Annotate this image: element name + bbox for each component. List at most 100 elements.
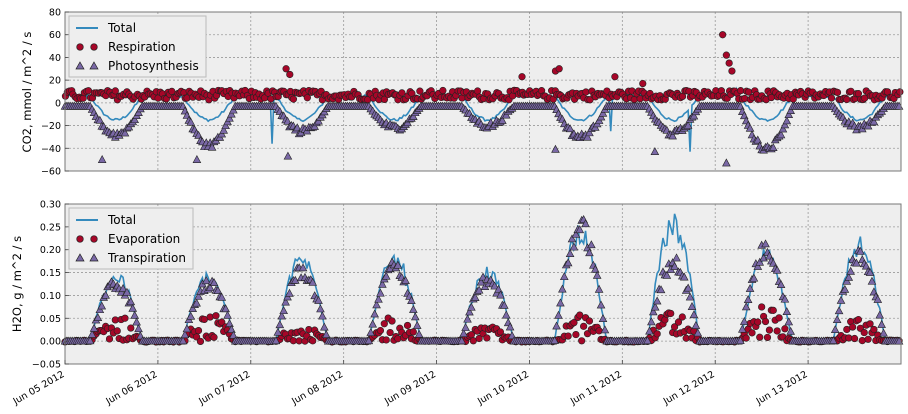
h2o-transpiration-point	[753, 261, 763, 270]
h2o-legend-transpiration-marker-1	[75, 253, 85, 262]
h2o-evaporation-point	[775, 314, 783, 322]
h2o-evaporation-point	[860, 328, 868, 337]
h2o-transpiration-point	[457, 336, 467, 345]
h2o-transpiration-point	[650, 302, 660, 311]
h2o-transpiration-point	[201, 276, 211, 285]
h2o-transpiration-point	[571, 229, 581, 238]
h2o-transpiration-point	[364, 336, 374, 345]
h2o-transpiration-point	[834, 306, 844, 315]
h2o-evaporation-point	[376, 326, 385, 335]
h2o-transpiration-point	[738, 324, 747, 333]
h2o-transpiration-point	[178, 336, 188, 345]
h2o-transpiration-point	[687, 302, 697, 310]
co2-photosynthesis-point	[97, 155, 107, 163]
h2o-evaporation-point	[196, 337, 205, 346]
co2-series	[60, 31, 904, 167]
co2-legend-total-label: Total	[107, 21, 136, 35]
h2o-transpiration-point	[376, 288, 385, 297]
co2-respiration-point	[883, 88, 892, 96]
co2-photosynthesis-point	[786, 106, 795, 114]
co2-photosynthesis-point	[683, 120, 693, 129]
h2o-evaporation-point	[849, 323, 857, 331]
h2o-transpiration-point	[873, 294, 883, 303]
co2-ytick-label: 60	[49, 30, 61, 41]
h2o-evaporation-point	[763, 333, 772, 342]
co2-respiration-point	[416, 87, 424, 95]
h2o-transpiration-point	[217, 292, 227, 301]
h2o-x-ticks: Jun 05 2012 Jun 06 2012 Jun 07 2012 Jun 08 …	[11, 360, 810, 408]
co2-photosynthesis-point	[722, 158, 731, 167]
co2-respiration-point	[728, 67, 736, 75]
h2o-xtick-label: Jun 11 2012	[568, 369, 624, 408]
co2-respiration-point	[827, 94, 836, 102]
h2o-transpiration-point	[279, 306, 288, 315]
co2-photosynthesis-point	[776, 130, 786, 139]
h2o-evaporation-point	[854, 316, 863, 324]
h2o-transpiration-point	[501, 310, 511, 319]
co2-y-ticks: −60 −40 −20 0 20 40 60 80	[41, 8, 69, 178]
co2-respiration-point	[789, 95, 797, 103]
co2-respiration-point	[555, 65, 563, 73]
h2o-transpiration-point	[563, 258, 573, 267]
h2o-evaporation-point	[206, 313, 214, 321]
h2o-evaporation-point	[754, 318, 762, 326]
h2o-transpiration-point	[761, 239, 770, 248]
co2-respiration-point	[719, 31, 727, 39]
h2o-transpiration-point	[290, 275, 300, 284]
h2o-transpiration-point	[370, 309, 379, 318]
h2o-ytick-label: 0.20	[40, 245, 61, 256]
h2o-transpiration-point	[780, 294, 790, 303]
h2o-evaporation-point	[394, 335, 402, 343]
co2-photosynthesis-point	[227, 109, 236, 118]
h2o-transpiration-point	[366, 327, 376, 336]
h2o-transpiration-point	[221, 304, 230, 313]
h2o-transpiration-point	[879, 328, 888, 337]
h2o-evaporation-point	[194, 326, 203, 335]
h2o-xtick-label: Jun 05 2012	[11, 369, 67, 408]
h2o-transpiration-point	[281, 297, 290, 306]
h2o-evaporation-point	[850, 334, 859, 343]
h2o-transpiration-point	[743, 295, 753, 303]
h2o-evaporation-point	[866, 320, 874, 328]
h2o-transpiration-point	[378, 279, 387, 288]
h2o-evaporation-point	[580, 322, 588, 330]
h2o-transpiration-point	[132, 317, 141, 326]
co2-respiration-point	[518, 73, 526, 81]
h2o-transpiration-point	[118, 284, 128, 292]
co2-respiration-point	[725, 59, 733, 67]
h2o-legend-evaporation-label: Evaporation	[108, 232, 180, 246]
co2-ytick-label: 40	[49, 53, 61, 64]
h2o-transpiration-point	[565, 249, 575, 258]
h2o-transpiration-point	[285, 288, 294, 297]
co2-respiration-point	[111, 87, 119, 95]
h2o-evaporation-point	[653, 330, 661, 338]
h2o-ytick-label: −0.05	[32, 360, 61, 371]
h2o-transpiration-point	[786, 326, 795, 335]
h2o-transpiration-point	[85, 336, 95, 345]
h2o-legend-box	[68, 207, 194, 270]
co2-photosynthesis-point	[314, 116, 323, 125]
h2o-evaporation-point	[585, 317, 594, 325]
h2o-transpiration-point	[643, 336, 652, 345]
co2-photosynthesis-point	[225, 113, 234, 122]
co2-photosynthesis-point	[784, 110, 794, 118]
h2o-transpiration-point	[180, 330, 190, 339]
h2o-transpiration-point	[559, 272, 569, 281]
h2o-transpiration-point	[87, 329, 97, 338]
h2o-transpiration-point	[648, 307, 658, 316]
h2o-transpiration-point	[223, 310, 232, 319]
co2-legend-respiration-label: Respiration	[108, 40, 176, 54]
co2-legend-respiration-marker-2	[90, 43, 98, 51]
h2o-transpiration-point	[741, 302, 751, 311]
h2o-transpiration-point	[840, 284, 850, 293]
co2-respiration-point	[84, 87, 93, 95]
h2o-transpiration-point	[581, 219, 590, 228]
co2-ytick-label: 20	[49, 76, 61, 87]
co2-respiration-point	[833, 88, 842, 97]
co2-photosynthesis-point	[869, 117, 879, 126]
h2o-transpiration-point	[830, 325, 840, 334]
h2o-transpiration-point	[656, 285, 666, 294]
h2o-transpiration-point	[227, 324, 236, 333]
h2o-evaporation-point	[121, 314, 129, 322]
